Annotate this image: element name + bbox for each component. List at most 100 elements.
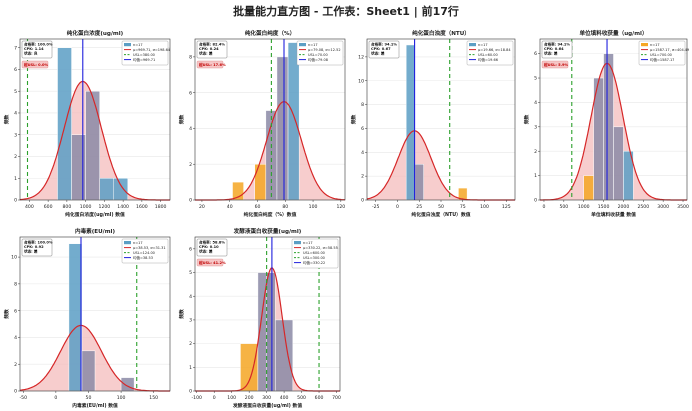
stats-status: 状态: 差 [371,51,385,56]
x-tick-label: -25 [372,204,380,210]
x-tick-label: 150 [149,395,158,401]
x-tick-label: 50 [438,204,444,210]
y-tick-label: 6 [14,67,17,73]
fail-rate-frame [541,60,569,69]
x-tick-label: 0 [543,204,546,210]
legend-entry: μ=19.66, σ=18.84 [478,48,511,52]
stats-cpk: CPK: 0.24 [199,47,219,51]
legend-swatch-bars [299,43,306,47]
x-tick-label: 3000 [657,204,669,210]
x-tick-label: 60 [255,204,261,210]
legend-entry: μ=79.08, σ=12.52 [308,48,341,52]
y-tick-label: 4 [534,100,537,106]
histogram-bar [613,126,624,201]
y-tick-label: 2 [14,362,17,368]
x-tick-label: 1600 [136,204,148,210]
stats-cpk: CPK: 0.64 [544,47,564,51]
histogram-bar [120,377,135,392]
y-tick-label: 0 [189,198,192,204]
y-tick-label: 4 [14,335,17,341]
x-tick-label: 100 [480,204,489,210]
histogram-bar [266,272,273,392]
chart-title: 单位填料收获量（ug/ml） [579,29,647,37]
y-tick-label: 3 [534,124,537,130]
histogram-bar [276,56,289,201]
x-tick-label: 20 [199,204,205,210]
x-tick-label: 25 [416,204,422,210]
legend-frame [638,40,686,66]
x-tick-label: 300 [262,395,271,401]
histogram-bar [603,53,614,201]
stats-box-frame [196,238,228,257]
figure-title: 批量能力直方图 - 工作表：Sheet1 | 前17行 [233,5,459,18]
chart-panel-4: 0 500 1000 1500 2000 2500 3000 3500 0 1 2 3 4 5 6 单位填料收… [523,29,689,218]
y-tick-label: 0 [189,389,192,395]
x-tick-label: 500 [297,395,306,401]
chart-panel-3: -25 0 25 50 75 100 125 0 2 4 6 8 10 12 纯化蛋白浊度（NTU） 纯化蛋白… [350,29,516,218]
x-tick-label: 1000 [80,204,92,210]
fail-rate-text: 超USL: 5.9% [543,62,568,67]
stats-cpk: CPK: 1.14 [24,47,44,51]
normal-curve-fill [367,130,515,200]
x-tick-label: 3500 [677,204,689,210]
legend-swatch-bars [469,43,476,47]
legend: n=17μ=1587.17, σ=404.49USL=700.00均值=1587… [638,40,689,66]
stats-pass-rate: 合格率: 100.0% [23,240,53,245]
stats-pass-rate: 合格率: 94.1% [543,42,570,47]
x-tick-label: 0 [213,395,216,401]
legend: n=17μ=330.22, σ=58.55USL=600.00USL=300.0… [291,238,339,269]
y-tick-label: 2 [534,149,537,155]
x-tick-label: 1500 [598,204,610,210]
legend-entry: 均值=79.08 [308,57,328,62]
y-tick-label: 4 [189,294,192,300]
axes-frame [19,236,171,392]
legend-entry: μ=1587.17, σ=404.49 [650,48,689,52]
y-axis-label: 频数 [350,115,357,125]
chart-title: 纯化蛋白浓度(ug/ml) [67,29,124,37]
x-tick-label: 500 [559,204,568,210]
y-tick-label: 2 [361,174,364,180]
legend-entry: n=17 [650,43,660,47]
legend-entry: 均值=38.53 [133,255,153,260]
stats-box-frame [368,40,400,59]
legend-entry: n=17 [133,43,143,47]
axes-frame [19,38,171,201]
stats-box-frame [196,40,228,59]
x-tick-label: 100 [309,204,318,210]
histogram-bar [113,177,129,201]
y-tick-label: 10 [358,78,364,84]
x-tick-label: 800 [62,204,71,210]
stats-cpk: CPK: 0.67 [371,47,391,51]
x-tick-label: 80 [282,204,288,210]
legend-entry: n=17 [478,43,488,47]
y-tick-label: 4 [361,150,364,156]
fail-rate-frame [196,60,224,69]
legend-frame [121,238,169,264]
legend-swatch-bars [124,241,131,245]
legend-entry: n=17 [308,43,318,47]
stats-box-frame [21,40,53,59]
stats-status: 状态: 差 [544,51,558,56]
histogram-bar [99,177,114,201]
normal-curve-line [19,324,170,392]
x-tick-label: 0 [396,204,399,210]
histogram-bar [287,42,300,201]
legend-frame [466,40,514,66]
x-tick-label: 100 [117,395,126,401]
y-axis-label: 频数 [523,115,530,125]
x-tick-label: 50 [86,395,92,401]
stats-pass-rate: 合格率: 58.8% [198,240,225,245]
x-axis-label: 纯化蛋白浓度(ug/ml) 数值 [65,211,125,218]
y-tick-label: 4 [14,111,17,117]
x-tick-label: 2500 [637,204,649,210]
x-tick-label: 1800 [155,204,167,210]
y-tick-label: 1 [189,365,192,371]
x-tick-label: 40 [227,204,233,210]
stats-box-frame [541,40,573,59]
histogram-bar [583,175,594,201]
histogram-bar [81,350,96,392]
x-tick-label: 1200 [99,204,111,210]
x-tick-label: 600 [44,204,53,210]
